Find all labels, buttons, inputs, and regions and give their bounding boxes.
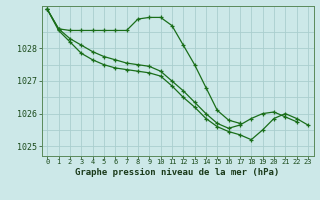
X-axis label: Graphe pression niveau de la mer (hPa): Graphe pression niveau de la mer (hPa) bbox=[76, 168, 280, 177]
